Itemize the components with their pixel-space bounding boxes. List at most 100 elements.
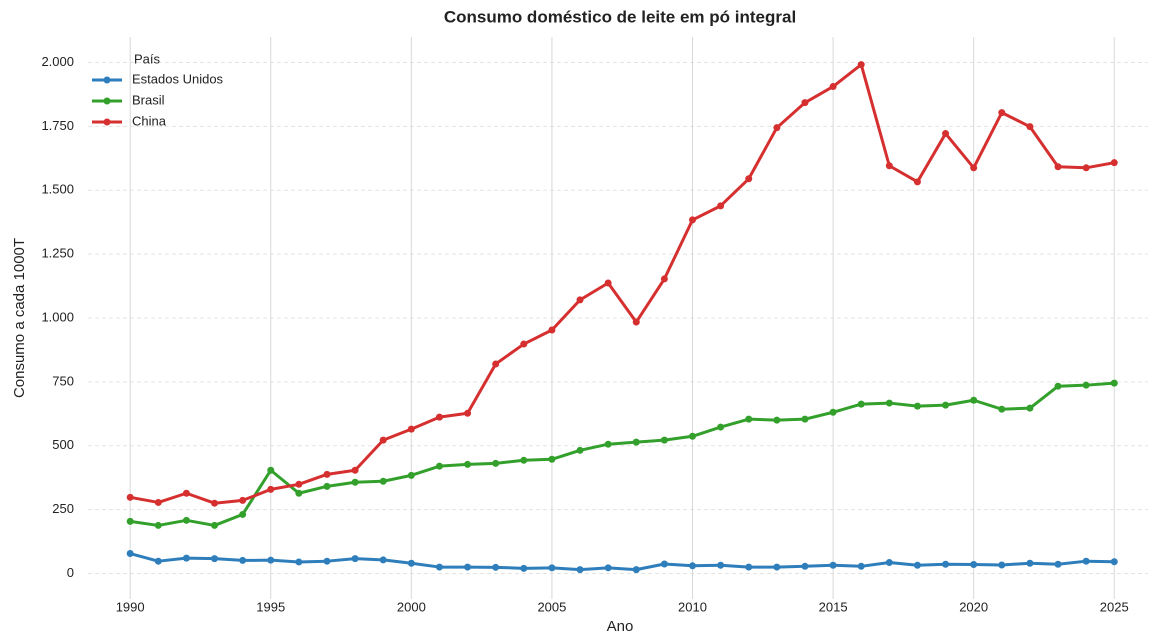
data-point <box>717 202 725 210</box>
y-axis-label: Consumo a cada 1000T <box>11 238 28 398</box>
data-point <box>942 401 950 409</box>
legend-marker <box>103 118 111 126</box>
data-point <box>660 436 668 444</box>
data-point <box>801 562 809 570</box>
data-point <box>1054 560 1062 568</box>
data-point <box>745 415 753 423</box>
data-point <box>1082 557 1090 565</box>
data-point <box>829 561 837 569</box>
data-point <box>773 416 781 424</box>
data-point <box>126 550 134 558</box>
data-point <box>407 471 415 479</box>
data-point <box>182 516 190 524</box>
data-point <box>239 510 247 518</box>
data-point <box>998 405 1006 413</box>
data-point <box>857 400 865 408</box>
data-point <box>379 477 387 485</box>
x-tick-label: 2025 <box>1100 599 1129 614</box>
data-point <box>689 432 697 440</box>
legend-label: Estados Unidos <box>132 71 224 86</box>
data-point <box>267 556 275 564</box>
legend-label: China <box>132 113 167 128</box>
data-point <box>182 489 190 497</box>
data-point <box>154 557 162 565</box>
legend-marker <box>103 97 111 105</box>
data-point <box>913 402 921 410</box>
data-point <box>548 455 556 463</box>
data-point <box>1082 381 1090 389</box>
data-point <box>773 124 781 132</box>
data-point <box>857 562 865 570</box>
series-line <box>129 63 1115 505</box>
data-point <box>604 279 612 287</box>
data-point <box>801 415 809 423</box>
y-tick-label: 1.750 <box>41 118 74 133</box>
data-point <box>492 459 500 467</box>
data-point <box>295 489 303 497</box>
data-point <box>576 296 584 304</box>
data-point <box>1026 123 1034 131</box>
y-tick-label: 1.250 <box>41 246 74 261</box>
y-tick-label: 750 <box>52 373 74 388</box>
data-point <box>239 496 247 504</box>
data-point <box>464 460 472 468</box>
data-point <box>885 162 893 170</box>
x-tick-label: 1995 <box>256 599 285 614</box>
data-point <box>126 517 134 525</box>
data-point <box>379 556 387 564</box>
data-point <box>267 466 275 474</box>
data-point <box>435 413 443 421</box>
data-point <box>435 563 443 571</box>
series-line <box>129 552 1115 572</box>
data-point <box>942 560 950 568</box>
data-point <box>407 425 415 433</box>
data-point <box>379 436 387 444</box>
data-point <box>323 557 331 565</box>
data-point <box>520 564 528 572</box>
x-tick-label: 2020 <box>959 599 988 614</box>
data-point <box>267 485 275 493</box>
data-point <box>407 559 415 567</box>
x-axis-label: Ano <box>607 618 634 635</box>
x-tick-label: 1990 <box>116 599 145 614</box>
data-point <box>913 178 921 186</box>
y-tick-label: 1.500 <box>41 182 74 197</box>
data-point <box>998 561 1006 569</box>
data-point <box>576 566 584 574</box>
data-point <box>492 360 500 368</box>
y-tick-label: 0 <box>67 565 74 580</box>
data-point <box>211 521 219 529</box>
data-point <box>689 562 697 570</box>
data-point <box>745 175 753 183</box>
data-point <box>913 561 921 569</box>
data-point <box>520 456 528 464</box>
series-line <box>129 381 1115 527</box>
data-point <box>1026 559 1034 567</box>
data-point <box>323 482 331 490</box>
x-tick-label: 2010 <box>678 599 707 614</box>
y-tick-label: 2.000 <box>41 54 74 69</box>
y-tick-label: 1.000 <box>41 309 74 324</box>
data-point <box>689 216 697 224</box>
data-point <box>1110 159 1118 167</box>
data-point <box>182 554 190 562</box>
legend-title: País <box>134 51 161 66</box>
data-point <box>492 563 500 571</box>
data-point <box>660 560 668 568</box>
data-point <box>1026 404 1034 412</box>
data-point <box>773 563 781 571</box>
data-point <box>970 396 978 404</box>
data-point <box>998 109 1006 117</box>
data-point <box>351 555 359 563</box>
data-point <box>1082 164 1090 172</box>
data-point <box>829 408 837 416</box>
data-point <box>520 340 528 348</box>
data-point <box>857 61 865 69</box>
data-point <box>295 480 303 488</box>
legend-marker <box>103 76 111 84</box>
x-tick-label: 2005 <box>537 599 566 614</box>
data-point <box>211 555 219 563</box>
data-point <box>604 440 612 448</box>
data-point <box>548 564 556 572</box>
